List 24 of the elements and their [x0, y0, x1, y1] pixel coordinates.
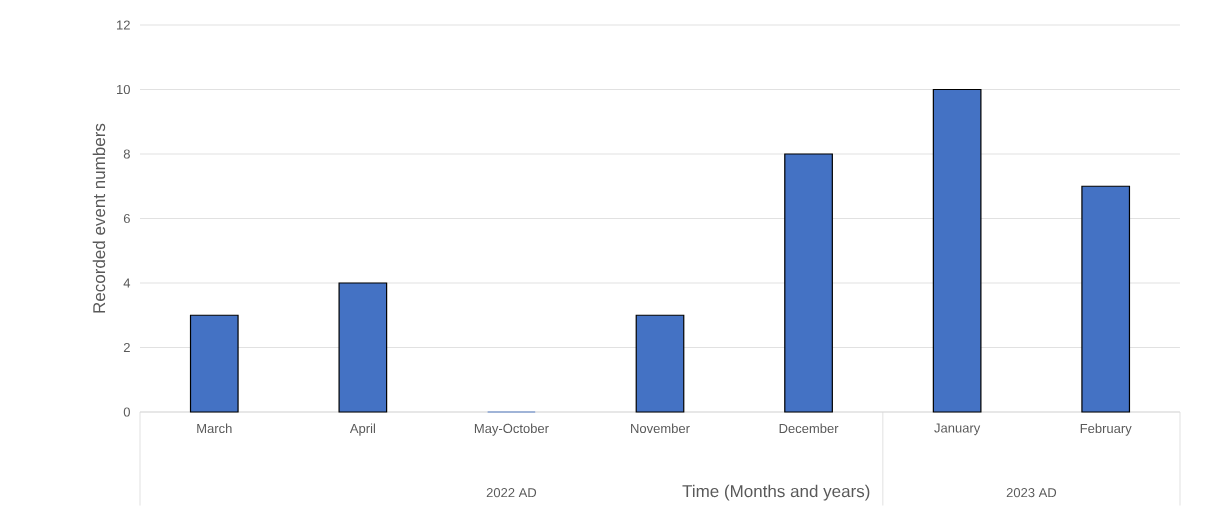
- bar: [189, 314, 239, 413]
- x-tick-label: March: [197, 423, 232, 434]
- bar: [338, 282, 388, 413]
- y-tick-label: 12: [117, 20, 130, 30]
- y-tick-label: 0: [123, 407, 130, 417]
- text: 2023 AD: [1006, 488, 1057, 498]
- bar: [784, 153, 833, 413]
- bar: [635, 314, 685, 413]
- y-axis-title: Recorded event numbers: [92, 123, 106, 313]
- x-tick-label: January: [934, 423, 981, 436]
- x-tick-label: May-October: [474, 423, 549, 436]
- x-tick-label: November: [631, 423, 690, 434]
- bar: [1081, 185, 1131, 413]
- x-tick-label: April: [349, 423, 375, 436]
- y-tick-label: 10: [117, 84, 130, 95]
- bar: [932, 88, 982, 413]
- x-axis-title: Time (Months and years): [682, 484, 870, 501]
- y-tick-label: 8: [123, 149, 130, 159]
- x-tick-label: February: [1080, 423, 1132, 436]
- x-tick-label: December: [779, 423, 839, 434]
- y-tick-label: 4: [123, 278, 131, 288]
- y-tick-label: 2: [123, 342, 130, 353]
- text: 2022 AD: [486, 488, 537, 498]
- y-tick-label: 6: [123, 213, 130, 224]
